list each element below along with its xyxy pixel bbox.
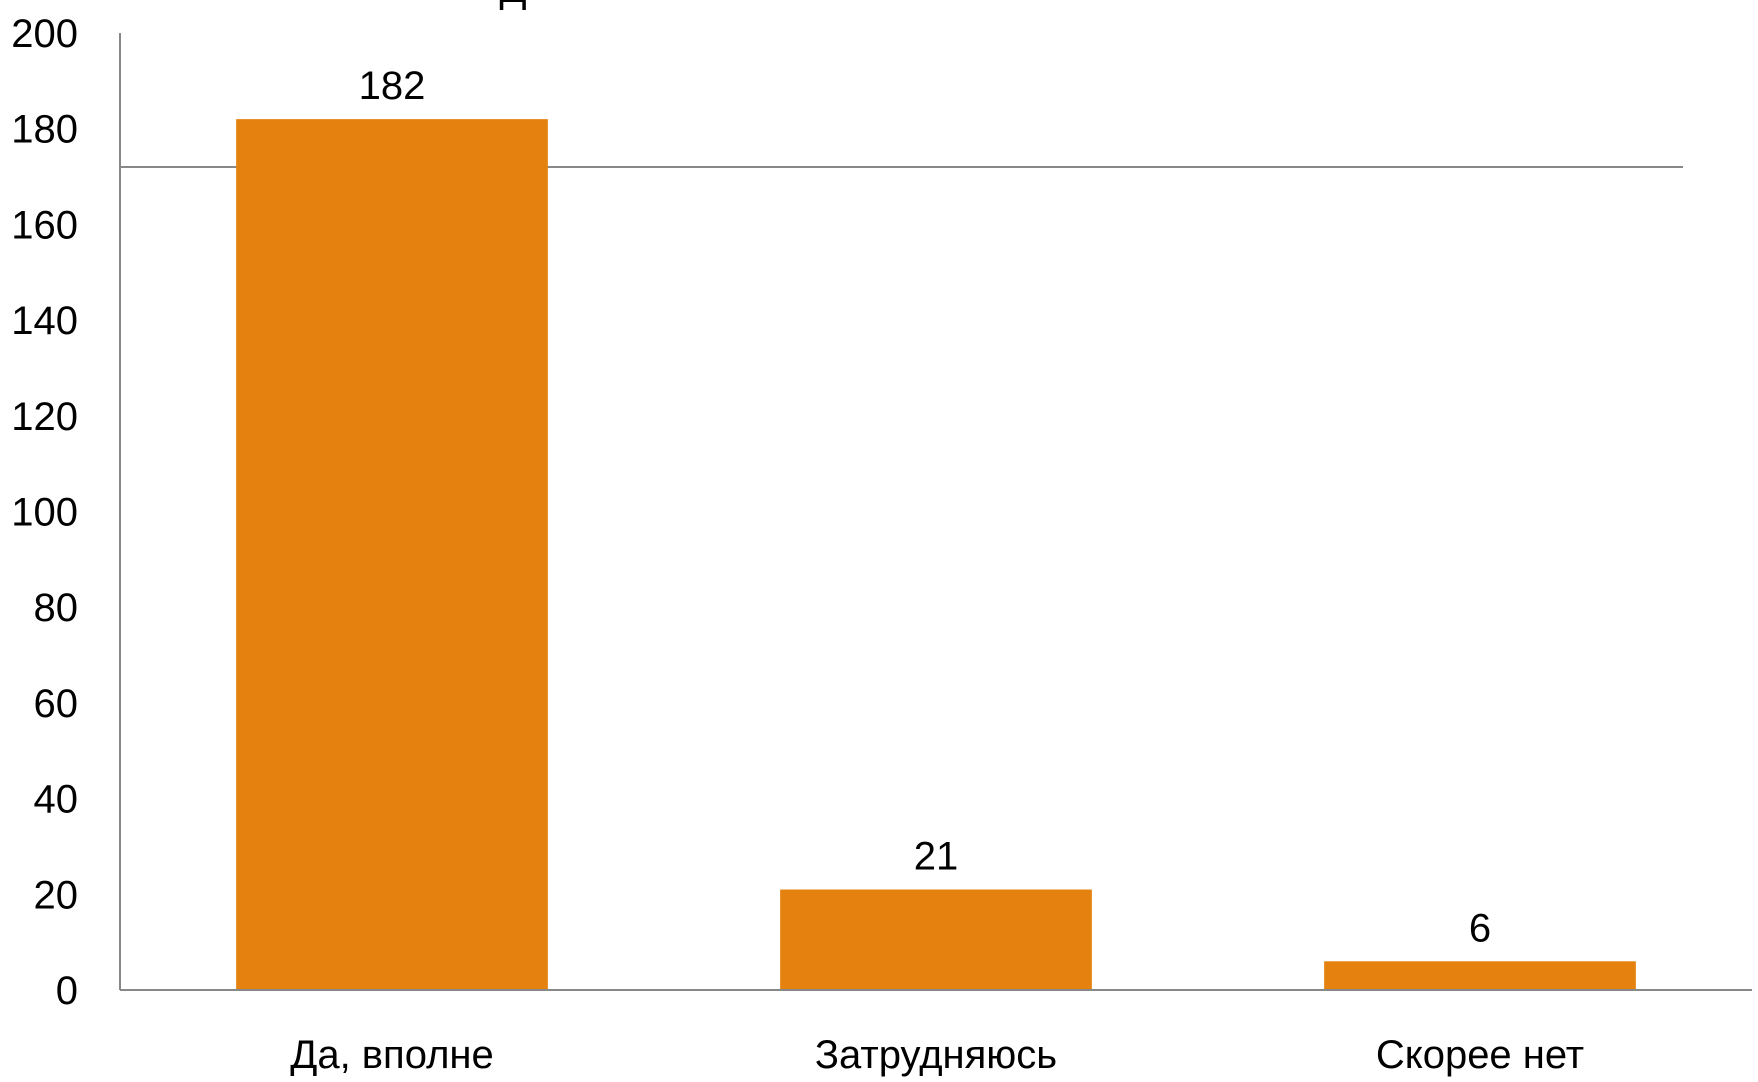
bar-value-label: 182 xyxy=(359,64,426,108)
y-tick-label: 40 xyxy=(34,778,79,822)
x-axis: Да, вполне Затрудняюсь Скорее нет xyxy=(120,989,1752,1077)
x-tick-label: Скорее нет xyxy=(1376,1033,1584,1077)
bar-value-label: 6 xyxy=(1469,906,1491,950)
data-labels: 182 21 6 xyxy=(359,64,1492,950)
bar-value-label: 21 xyxy=(914,835,959,879)
y-tick-label: 20 xyxy=(34,873,79,917)
y-tick-label: 160 xyxy=(11,203,78,247)
x-tick-label: Да, вполне xyxy=(290,1033,494,1077)
y-tick-label: 120 xyxy=(11,395,78,439)
y-tick-label: 180 xyxy=(11,108,78,152)
y-tick-label: 80 xyxy=(34,586,79,630)
x-tick-label: Затрудняюсь xyxy=(815,1033,1057,1077)
y-tick-label: 0 xyxy=(56,969,78,1013)
y-tick-label: 100 xyxy=(11,491,78,535)
y-axis: 0 20 40 60 80 100 120 140 160 180 200 xyxy=(11,12,1683,1013)
y-tick-label: 140 xyxy=(11,299,78,343)
y-tick-label: 60 xyxy=(34,682,79,726)
y-tick-label: 200 xyxy=(11,12,78,56)
bar xyxy=(236,119,548,990)
bar xyxy=(1324,961,1636,990)
chart-title: Д xyxy=(499,0,526,11)
bars xyxy=(236,119,1636,990)
bar xyxy=(780,889,1092,990)
